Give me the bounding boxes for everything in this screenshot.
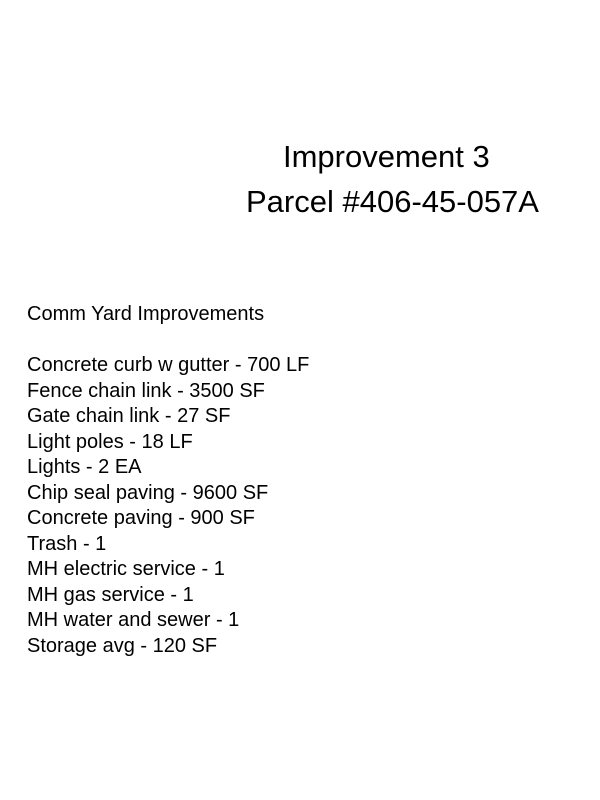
page-title: Improvement 3 (283, 139, 490, 174)
parcel-number: Parcel #406-45-057A (246, 184, 539, 219)
list-item: MH gas service - 1 (27, 583, 194, 606)
list-item: MH electric service - 1 (27, 558, 225, 580)
improvements-list: Concrete curb w gutter - 700 LF Fence ch… (27, 353, 309, 659)
list-item: Gate chain link - 27 SF (27, 405, 231, 427)
list-item: Chip seal paving - 9600 SF (27, 481, 269, 504)
list-item: MH water and sewer - 1 (27, 609, 240, 631)
section-heading: Comm Yard Improvements (27, 303, 265, 325)
list-item: Light poles - 18 LF (27, 430, 193, 453)
list-item: Storage avg - 120 SF (27, 634, 218, 657)
list-item: Lights - 2 EA (27, 456, 142, 478)
list-item: Concrete paving - 900 SF (27, 507, 255, 529)
list-item: Trash - 1 (27, 532, 107, 555)
list-item: Concrete curb w gutter - 700 LF (27, 354, 310, 376)
list-item: Fence chain link - 3500 SF (27, 379, 265, 402)
